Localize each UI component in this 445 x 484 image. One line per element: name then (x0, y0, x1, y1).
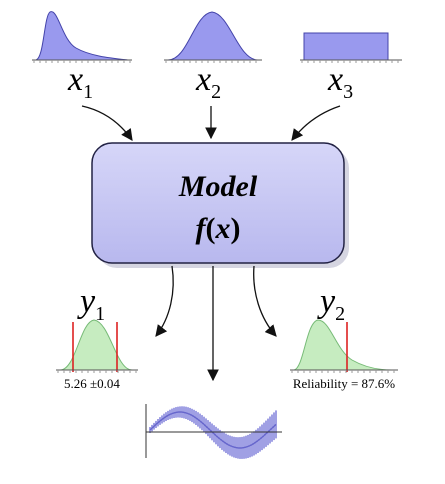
model-title: Model (178, 170, 258, 203)
y2-axis-ticks (291, 370, 395, 373)
y1-normal-distribution-shape (59, 319, 133, 371)
x2-axis-ticks (165, 60, 257, 63)
input-label-x1: x1 (67, 61, 93, 103)
input-plot-x1 (32, 11, 132, 63)
input-plot-x3 (300, 32, 402, 63)
time-series-mean-curve (149, 411, 277, 449)
output-caption-y1: 5.26 ±0.04 (64, 376, 120, 391)
input-label-x3: x3 (327, 61, 353, 103)
arrow-model-to-y1 (155, 265, 174, 337)
x2-normal-distribution-shape (167, 11, 259, 61)
model-function: f(x) (196, 212, 241, 245)
y2-skewed-distribution-shape (293, 319, 393, 371)
output-label-y1: y1 (77, 283, 105, 325)
arrow-model-to-y2 (253, 265, 277, 337)
arrow-x1-to-model (81, 105, 133, 141)
x1-skewed-distribution-shape (35, 11, 129, 61)
x3-uniform-distribution-shape (303, 32, 389, 61)
x1-axis-ticks (33, 60, 131, 63)
x3-axis-ticks (301, 60, 399, 63)
time-series-plot (145, 404, 282, 459)
input-label-x2: x2 (195, 61, 221, 103)
input-plot-x2 (164, 11, 262, 63)
output-caption-y2: Reliability = 87.6% (293, 376, 395, 391)
y1-axis-ticks (57, 370, 137, 373)
model-box-body (91, 142, 345, 264)
output-plot-y2 (290, 319, 398, 373)
output-plot-y1 (56, 319, 138, 373)
arrow-x3-to-model (291, 105, 341, 141)
output-label-y2: y2 (317, 283, 345, 325)
model-box: Model f(x) (91, 142, 349, 268)
